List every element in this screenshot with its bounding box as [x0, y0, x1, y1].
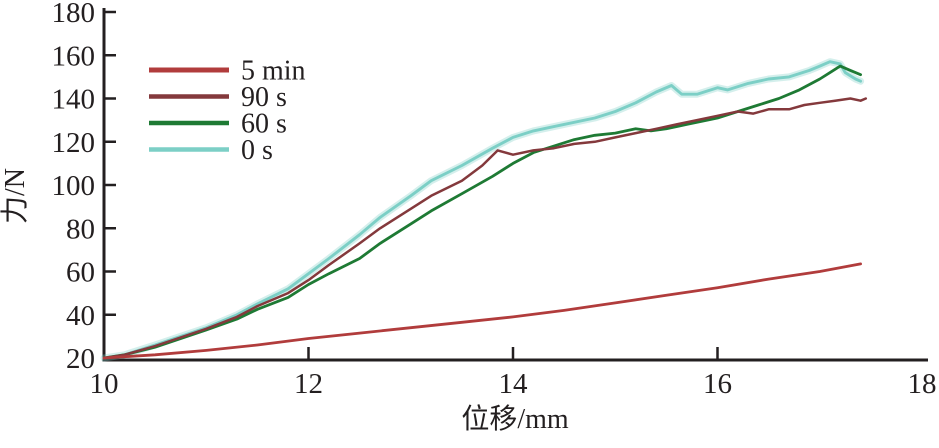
series-line-90-s: [102, 97, 868, 360]
series-line-0-s: [102, 60, 863, 360]
x-tick-label: 18: [908, 368, 937, 400]
y-tick-label: 180: [52, 0, 96, 29]
x-tick-label: 12: [294, 368, 323, 400]
legend-label-5-min: 5 min: [241, 56, 306, 87]
y-tick-label: 160: [52, 40, 96, 72]
series-halo-0-s: [100, 58, 865, 362]
x-tick-label: 10: [90, 368, 119, 400]
legend-item-0-s: 0 s: [149, 135, 273, 166]
legend-item-5-min: 5 min: [149, 56, 306, 87]
y-axis-title: 力/N: [0, 168, 31, 224]
y-tick-label: 40: [66, 300, 95, 332]
y-tick-label: 120: [52, 127, 96, 159]
x-tick-label: 16: [703, 368, 732, 400]
legend-label-60-s: 60 s: [241, 109, 287, 140]
x-axis-title: 位移/mm: [461, 403, 569, 435]
y-tick-label: 60: [66, 257, 95, 289]
series-line-5-min: [102, 262, 862, 360]
x-tick-label: 14: [499, 368, 529, 400]
y-tick-label: 80: [66, 213, 95, 245]
y-tick-label: 20: [66, 343, 95, 375]
legend-item-90-s: 90 s: [149, 82, 287, 113]
y-tick-label: 100: [52, 170, 96, 202]
legend-label-0-s: 0 s: [241, 135, 273, 166]
y-tick-label: 140: [52, 84, 96, 116]
legend-label-90-s: 90 s: [241, 82, 287, 113]
series-line-60-s: [102, 64, 862, 360]
legend-item-60-s: 60 s: [149, 109, 287, 140]
